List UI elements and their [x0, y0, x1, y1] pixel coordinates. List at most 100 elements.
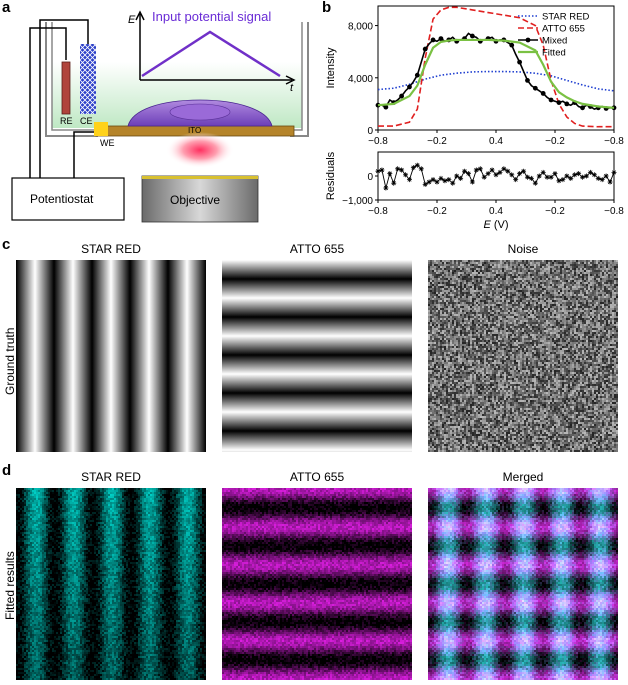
- residual-marker: [583, 173, 589, 179]
- emission-glow: [166, 132, 234, 168]
- reference-electrode: [61, 61, 71, 115]
- series-line-star-red: [377, 70, 615, 92]
- legend-entry: STAR RED: [542, 12, 589, 23]
- mixed-data-point: [430, 37, 436, 43]
- residual-marker: [391, 180, 397, 186]
- x-tick-label: 0.4: [489, 206, 503, 217]
- residual-marker: [481, 174, 487, 180]
- panel-letter-d: d: [2, 462, 12, 479]
- residual-marker: [564, 173, 570, 179]
- panel-letter-b: b: [322, 0, 332, 16]
- mixed-data-point: [548, 97, 554, 103]
- residual-marker: [426, 179, 432, 185]
- residual-marker: [532, 180, 538, 186]
- residual-marker: [603, 173, 609, 179]
- residual-marker: [430, 177, 436, 183]
- ce-label: CE: [80, 116, 93, 126]
- fitted-results-side-label: Fitted results: [3, 551, 17, 620]
- residual-marker: [505, 168, 511, 174]
- residual-marker: [446, 177, 452, 183]
- residual-marker: [485, 171, 491, 177]
- d-title-atto-655: ATTO 655: [289, 470, 345, 484]
- residual-marker: [552, 171, 558, 177]
- wire-re: [29, 27, 67, 178]
- objective-label: Objective: [170, 193, 221, 207]
- mixed-data-point: [532, 85, 538, 91]
- y-tick-label: 0: [367, 126, 373, 137]
- x-tick-label: −0.2: [427, 136, 447, 147]
- residual-marker: [450, 180, 456, 186]
- residual-marker: [422, 181, 428, 187]
- c-title-star-red: STAR RED: [81, 242, 141, 256]
- re-label: RE: [60, 116, 73, 126]
- residual-marker: [513, 177, 519, 183]
- ground-truth-atto-655-image: [222, 260, 412, 452]
- legend-marker: [525, 37, 531, 43]
- residual-marker: [611, 169, 617, 175]
- legend-entry: Mixed: [542, 36, 567, 47]
- residual-marker: [528, 175, 534, 181]
- mixed-data-point: [564, 101, 570, 107]
- residual-marker: [406, 177, 412, 183]
- ground-truth-side-label: Ground truth: [3, 327, 17, 395]
- mixed-data-point: [580, 105, 585, 111]
- y-axis-label: Intensity: [325, 47, 337, 88]
- x-tick-label: −0.2: [427, 206, 447, 217]
- setup-schematic: [11, 10, 309, 223]
- mixed-data-point: [407, 84, 412, 90]
- fitted-atto-655-image: [222, 488, 412, 680]
- residual-marker: [462, 168, 468, 174]
- residual-marker: [442, 178, 448, 184]
- residual-marker: [418, 166, 424, 172]
- mixed-data-point: [556, 100, 562, 105]
- mixed-data-point: [383, 104, 389, 110]
- panel-letter-c: c: [2, 236, 11, 253]
- residual-marker: [434, 179, 440, 185]
- y-tick-label: 4,000: [348, 74, 373, 85]
- residual-marker: [493, 172, 499, 178]
- residual-marker: [414, 162, 420, 168]
- legend-entry: Fitted: [542, 48, 566, 59]
- fitted-star-red-image: [16, 488, 206, 680]
- mixed-data-point: [438, 36, 444, 42]
- potentiostat-label: Potentiostat: [30, 192, 94, 206]
- residual-marker: [473, 167, 479, 173]
- intensity-plot: 0 4,000 8,000 −0.8 −0.2 0.4 −0.2 −0.8 Intensity S…: [325, 5, 624, 147]
- triangle-waveform: [141, 30, 281, 78]
- residual-marker: [387, 171, 393, 177]
- residual-marker: [489, 167, 495, 173]
- wire-ce: [39, 19, 89, 178]
- residual-marker: [540, 169, 546, 175]
- mixed-data-point: [525, 78, 530, 83]
- y-tick-label: 0: [367, 172, 373, 183]
- d-title-star-red: STAR RED: [81, 470, 141, 484]
- mixed-data-point: [399, 93, 404, 99]
- t-axis-label: t: [290, 82, 294, 94]
- wire-we: [73, 131, 100, 178]
- panel-letter-a: a: [2, 0, 11, 16]
- residual-marker: [375, 168, 381, 174]
- ground-truth-star-red-image: [16, 260, 206, 452]
- x-tick-label: −0.8: [604, 136, 624, 147]
- residual-marker: [517, 171, 523, 177]
- residual-marker: [580, 174, 586, 180]
- residual-marker: [572, 172, 578, 178]
- series-line-fitted: [377, 38, 615, 109]
- residual-marker: [497, 169, 503, 175]
- mixed-data-point: [540, 91, 546, 96]
- residual-marker: [595, 175, 601, 181]
- x-tick-label: −0.2: [545, 206, 565, 217]
- residual-marker: [501, 166, 507, 172]
- residual-marker: [548, 174, 554, 180]
- signal-axes: [139, 14, 292, 81]
- fitted-merged-image: [428, 488, 618, 680]
- mixed-data-point: [517, 59, 522, 65]
- residual-marker: [524, 174, 530, 180]
- d-title-merged: Merged: [502, 470, 544, 484]
- intensity-chart: 0 4,000 8,000 −0.8 −0.2 0.4 −0.2 −0.8 Intensity S…: [325, 5, 624, 231]
- we-label: WE: [100, 138, 115, 148]
- y-tick-label: 8,000: [348, 22, 373, 33]
- x-tick-label: −0.8: [604, 206, 624, 217]
- x-axis-label: E (V): [483, 219, 508, 231]
